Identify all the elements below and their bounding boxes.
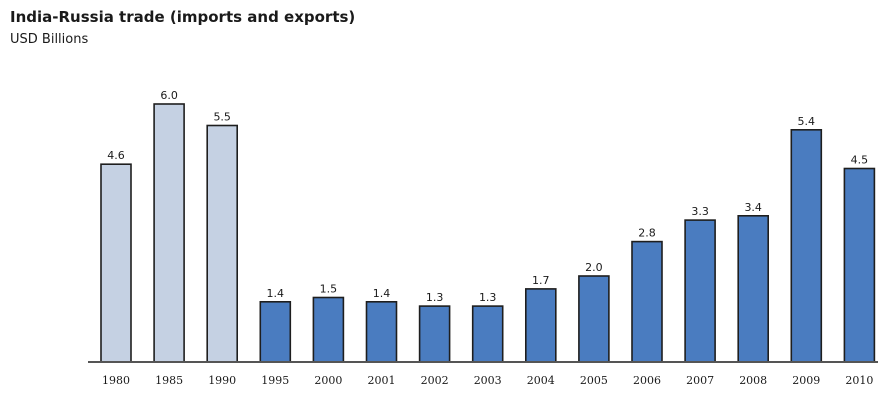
chart-subtitle: USD Billions [10, 32, 89, 47]
value-label-2001: 1.4 [373, 287, 391, 300]
bar-2002 [418, 305, 451, 363]
bar-2009 [790, 129, 823, 363]
value-label-1985: 6.0 [160, 89, 178, 102]
bar-2008 [737, 215, 770, 363]
value-label-2010: 4.5 [851, 154, 869, 167]
bar-2001 [365, 300, 398, 363]
bars-layer [100, 103, 876, 363]
x-tick-label-2004: 2004 [527, 374, 555, 387]
x-tick-label-2000: 2000 [314, 374, 342, 387]
bar-2004 [524, 288, 557, 363]
x-tick-label-2007: 2007 [686, 374, 714, 387]
bar-2003 [471, 305, 504, 363]
x-tick-label-2010: 2010 [845, 374, 873, 387]
value-label-1990: 5.5 [213, 111, 231, 124]
bar-2007 [684, 219, 716, 363]
x-tick-label-2008: 2008 [739, 374, 767, 387]
value-label-2003: 1.3 [479, 291, 497, 304]
bar-1985 [153, 103, 185, 363]
value-label-2006: 2.8 [638, 227, 656, 240]
chart-title: India-Russia trade (imports and exports) [10, 8, 356, 26]
value-label-1995: 1.4 [267, 287, 285, 300]
x-tick-label-2002: 2002 [421, 374, 449, 387]
bar-1980 [100, 163, 132, 363]
value-label-1980: 4.6 [107, 149, 125, 162]
x-tick-label-2003: 2003 [474, 374, 502, 387]
value-label-2000: 1.5 [320, 283, 338, 296]
x-tick-label-1985: 1985 [155, 374, 183, 387]
x-tick-label-2009: 2009 [792, 374, 820, 387]
value-label-2009: 5.4 [798, 115, 816, 128]
value-label-2005: 2.0 [585, 261, 603, 274]
x-tick-label-1980: 1980 [102, 374, 130, 387]
value-label-2002: 1.3 [426, 291, 444, 304]
value-labels-layer: 4.6 6.0 5.5 1.4 1.5 1.4 1.3 1.3 1.7 2.0 2.8 3.3 3.4 5… [107, 89, 868, 304]
bar-2000 [312, 296, 345, 363]
bar-1995 [259, 300, 292, 363]
x-tick-label-1995: 1995 [261, 374, 289, 387]
x-tick-label-2006: 2006 [633, 374, 661, 387]
bar-2010 [843, 167, 876, 363]
value-label-2007: 3.3 [691, 205, 709, 218]
x-tick-label-2001: 2001 [368, 374, 396, 387]
value-label-2008: 3.4 [744, 201, 762, 214]
bar-2006 [631, 240, 663, 363]
bar-1990 [206, 124, 238, 363]
x-tick-label-1990: 1990 [208, 374, 236, 387]
x-tick-label-2005: 2005 [580, 374, 608, 387]
bar-2005 [578, 275, 610, 363]
x-tick-labels-layer: 1980 1985 1990 1995 2000 2001 2002 2003 2004 2005… [102, 374, 873, 387]
value-label-2004: 1.7 [532, 274, 550, 287]
